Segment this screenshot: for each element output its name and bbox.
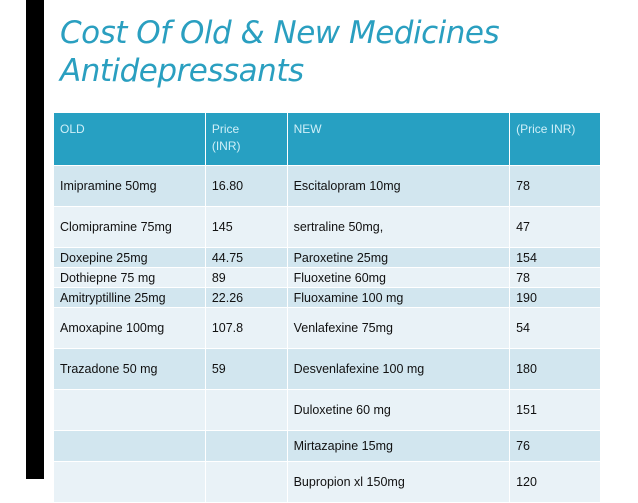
table-row: Duloxetine 60 mg 151 bbox=[53, 389, 601, 431]
table-row: Imipramine 50mg 16.80 Escitalopram 10mg … bbox=[53, 165, 601, 207]
old-price-cell: 59 bbox=[204, 348, 288, 390]
title-line-2: Antidepressants bbox=[60, 53, 304, 89]
new-price-cell: 76 bbox=[509, 430, 601, 462]
new-drug-cell: Escitalopram 10mg bbox=[286, 165, 511, 207]
table-row: Bupropion xl 150mg 120 bbox=[53, 461, 601, 503]
old-price-cell bbox=[204, 389, 288, 431]
table-row: Amoxapine 100mg 107.8 Venlafexine 75mg 5… bbox=[53, 307, 601, 349]
old-drug-cell bbox=[53, 430, 206, 462]
header-old-price-line1: Price bbox=[211, 122, 240, 136]
new-price-cell: 78 bbox=[509, 165, 601, 207]
header-old-price-line2: (INR) bbox=[211, 139, 241, 153]
old-drug-cell: Dothiepne 75 mg bbox=[53, 267, 206, 288]
table-row: Dothiepne 75 mg 89 Fluoxetine 60mg 78 bbox=[53, 267, 601, 288]
old-price-cell: 145 bbox=[204, 206, 288, 248]
header-new: NEW bbox=[286, 112, 511, 166]
new-price-cell: 54 bbox=[509, 307, 601, 349]
old-price-cell: 89 bbox=[204, 267, 288, 288]
new-drug-cell: Fluoxamine 100 mg bbox=[286, 287, 511, 308]
new-price-cell: 151 bbox=[509, 389, 601, 431]
new-drug-cell: Duloxetine 60 mg bbox=[286, 389, 511, 431]
medicine-cost-table: OLD Price (INR) NEW (Price INR) Imiprami… bbox=[53, 112, 601, 503]
new-price-cell: 154 bbox=[509, 247, 601, 268]
old-price-cell bbox=[204, 430, 288, 462]
new-drug-cell: Fluoxetine 60mg bbox=[286, 267, 511, 288]
old-drug-cell: Imipramine 50mg bbox=[53, 165, 206, 207]
old-drug-cell: Trazadone 50 mg bbox=[53, 348, 206, 390]
table-row: Trazadone 50 mg 59 Desvenlafexine 100 mg… bbox=[53, 348, 601, 390]
new-price-cell: 47 bbox=[509, 206, 601, 248]
table-row: Doxepine 25mg 44.75 Paroxetine 25mg 154 bbox=[53, 247, 601, 268]
title-line-1: Cost Of Old & New Medicines bbox=[60, 15, 500, 51]
new-drug-cell: sertraline 50mg, bbox=[286, 206, 511, 248]
old-drug-cell: Amoxapine 100mg bbox=[53, 307, 206, 349]
header-old-price: Price (INR) bbox=[204, 112, 288, 166]
header-new-price: (Price INR) bbox=[509, 112, 601, 166]
old-price-cell: 44.75 bbox=[204, 247, 288, 268]
new-drug-cell: Venlafexine 75mg bbox=[286, 307, 511, 349]
new-drug-cell: Bupropion xl 150mg bbox=[286, 461, 511, 503]
new-drug-cell: Mirtazapine 15mg bbox=[286, 430, 511, 462]
old-drug-cell bbox=[53, 461, 206, 503]
slide-title: Cost Of Old & New Medicines Antidepressa… bbox=[60, 14, 500, 90]
old-price-cell: 16.80 bbox=[204, 165, 288, 207]
old-price-cell: 22.26 bbox=[204, 287, 288, 308]
new-price-cell: 180 bbox=[509, 348, 601, 390]
table-row: Amitryptilline 25mg 22.26 Fluoxamine 100… bbox=[53, 287, 601, 308]
table-row: Mirtazapine 15mg 76 bbox=[53, 430, 601, 462]
new-price-cell: 120 bbox=[509, 461, 601, 503]
left-accent-bar bbox=[26, 0, 44, 479]
header-old: OLD bbox=[53, 112, 206, 166]
old-drug-cell: Doxepine 25mg bbox=[53, 247, 206, 268]
old-drug-cell bbox=[53, 389, 206, 431]
new-drug-cell: Desvenlafexine 100 mg bbox=[286, 348, 511, 390]
old-drug-cell: Amitryptilline 25mg bbox=[53, 287, 206, 308]
table-header: OLD Price (INR) NEW (Price INR) bbox=[53, 112, 601, 166]
new-price-cell: 78 bbox=[509, 267, 601, 288]
old-price-cell: 107.8 bbox=[204, 307, 288, 349]
new-price-cell: 190 bbox=[509, 287, 601, 308]
new-drug-cell: Paroxetine 25mg bbox=[286, 247, 511, 268]
table-row: Clomipramine 75mg 145 sertraline 50mg, 4… bbox=[53, 206, 601, 248]
old-drug-cell: Clomipramine 75mg bbox=[53, 206, 206, 248]
old-price-cell bbox=[204, 461, 288, 503]
